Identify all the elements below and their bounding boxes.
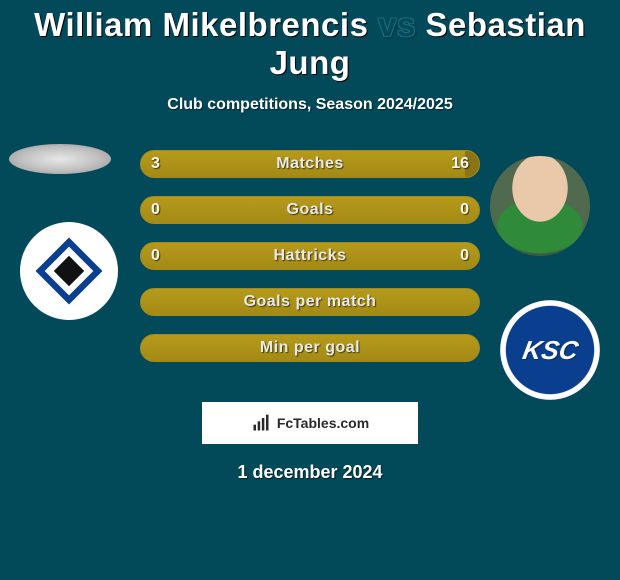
stat-row: Goals per match xyxy=(140,288,480,316)
snapshot-date: 1 december 2024 xyxy=(0,462,620,483)
player1-club-logo xyxy=(20,222,118,320)
stat-row: 0 Goals 0 xyxy=(140,196,480,224)
attribution-box: FcTables.com xyxy=(202,402,418,444)
comparison-title: William Mikelbrencis vs Sebastian Jung xyxy=(0,0,620,82)
stat-label: Matches xyxy=(276,155,344,173)
stat-label: Hattricks xyxy=(274,247,347,265)
stat-label: Goals per match xyxy=(244,293,377,311)
stat-row: Min per goal xyxy=(140,334,480,362)
subtitle: Club competitions, Season 2024/2025 xyxy=(0,96,620,114)
stat-value-left: 3 xyxy=(151,155,160,173)
hsv-logo-icon xyxy=(31,233,107,309)
stat-value-right: 0 xyxy=(460,247,469,265)
attribution-text: FcTables.com xyxy=(277,415,369,431)
ksc-logo-text: KSC xyxy=(520,335,580,366)
chart-icon xyxy=(251,413,271,433)
stat-label: Goals xyxy=(287,201,334,219)
stat-bars: 3 Matches 16 0 Goals 0 0 Hattricks 0 Goals per ma… xyxy=(140,150,480,380)
vs-text: vs xyxy=(378,6,416,43)
stat-value-right: 16 xyxy=(451,155,469,173)
stat-value-right: 0 xyxy=(460,201,469,219)
stat-row: 3 Matches 16 xyxy=(140,150,480,178)
comparison-arena: KSC 3 Matches 16 0 Goals 0 0 Hattricks 0 Goals pe… xyxy=(0,150,620,390)
stat-label: Min per goal xyxy=(260,339,360,357)
player2-club-logo: KSC xyxy=(500,300,600,400)
player2-photo xyxy=(490,156,590,256)
stat-value-left: 0 xyxy=(151,247,160,265)
player1-photo-placeholder xyxy=(9,144,111,174)
player1-name: William Mikelbrencis xyxy=(34,6,368,43)
stat-row: 0 Hattricks 0 xyxy=(140,242,480,270)
stat-value-left: 0 xyxy=(151,201,160,219)
